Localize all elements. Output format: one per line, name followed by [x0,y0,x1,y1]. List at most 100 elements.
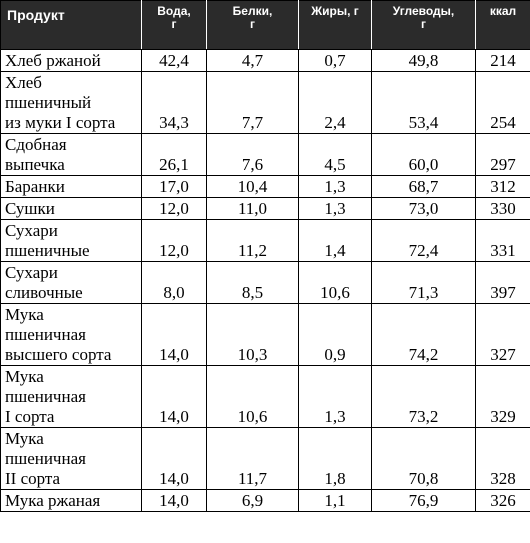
cell-carbs: 70,8 [371,427,476,490]
cell-product: Хлеб ржаной [0,49,142,72]
cell-kcal: 329 [475,365,530,428]
cell-water: 17,0 [141,175,207,198]
cell-water: 14,0 [141,365,207,428]
header-kcal: ккал [475,0,530,50]
cell-carbs: 72,4 [371,219,476,262]
cell-protein: 10,6 [206,365,299,428]
table-row: Мука пшеничная II сорта 14,0 11,7 1,8 70,8 328 [0,427,530,490]
cell-protein: 11,2 [206,219,299,262]
header-water: Вода, г [141,0,207,50]
product-name-line: Хлеб [5,73,42,92]
cell-product: Мука пшеничная высшего сорта [0,303,142,366]
cell-protein: 4,7 [206,49,299,72]
cell-water: 14,0 [141,489,207,512]
header-carbs-unit: г [421,17,426,31]
product-name-line: Мука [5,305,44,324]
cell-protein: 10,4 [206,175,299,198]
cell-carbs: 74,2 [371,303,476,366]
cell-carbs: 76,9 [371,489,476,512]
cell-kcal: 312 [475,175,530,198]
cell-carbs: 60,0 [371,133,476,176]
cell-carbs: 73,0 [371,197,476,220]
cell-fat: 10,6 [298,261,372,304]
cell-kcal: 297 [475,133,530,176]
product-name-line: Мука [5,367,44,386]
cell-product: Мука пшеничная II сорта [0,427,142,490]
cell-water: 34,3 [141,71,207,134]
table-row: Хлеб пшеничный из муки I сорта 34,3 7,7 2,4 53… [0,71,530,134]
cell-water: 12,0 [141,219,207,262]
cell-fat: 1,4 [298,219,372,262]
cell-fat: 1,8 [298,427,372,490]
cell-fat: 1,3 [298,175,372,198]
table-row: Мука ржаная 14,0 6,9 1,1 76,9 326 [0,489,530,512]
cell-kcal: 214 [475,49,530,72]
header-water-unit: г [171,17,177,31]
product-name-line: пшеничные [5,241,90,260]
cell-fat: 1,3 [298,365,372,428]
cell-water: 14,0 [141,427,207,490]
cell-kcal: 328 [475,427,530,490]
cell-product: Сушки [0,197,142,220]
table-row: Сдобная выпечка 26,1 7,6 4,5 60,0 297 [0,133,530,176]
cell-protein: 6,9 [206,489,299,512]
cell-product: Сухари сливочные [0,261,142,304]
product-name-line: пшеничная [5,387,86,406]
table-body: Хлеб ржаной 42,4 4,7 0,7 49,8 214 Хлеб пшеничны… [0,49,530,512]
cell-kcal: 397 [475,261,530,304]
cell-fat: 1,1 [298,489,372,512]
product-name-line: Сушки [5,199,55,218]
cell-fat: 0,7 [298,49,372,72]
product-name-line: пшеничный [5,93,92,112]
cell-carbs: 53,4 [371,71,476,134]
product-name-line: Мука [5,429,44,448]
cell-carbs: 73,2 [371,365,476,428]
product-name-line: высшего сорта [5,345,112,364]
header-row: Продукт Вода, г Белки, г Жиры, г Углеводы,… [0,0,530,50]
cell-fat: 0,9 [298,303,372,366]
cell-protein: 11,7 [206,427,299,490]
cell-product: Хлеб пшеничный из муки I сорта [0,71,142,134]
product-name-line: сливочные [5,283,83,302]
table-row: Мука пшеничная высшего сорта 14,0 10,3 0,9 74,… [0,303,530,366]
cell-fat: 4,5 [298,133,372,176]
nutrition-table: Продукт Вода, г Белки, г Жиры, г Углеводы,… [0,0,530,512]
product-name-line: пшеничная [5,325,86,344]
cell-carbs: 49,8 [371,49,476,72]
product-name-line: Баранки [5,177,65,196]
table-row: Сухари сливочные 8,0 8,5 10,6 71,3 397 [0,261,530,304]
header-protein-unit: г [250,17,255,31]
table-row: Мука пшеничная I сорта 14,0 10,6 1,3 73,2 329 [0,365,530,428]
cell-water: 14,0 [141,303,207,366]
cell-water: 12,0 [141,197,207,220]
header-protein-label: Белки, [232,4,273,18]
product-name-line: пшеничная [5,449,86,468]
cell-product: Сдобная выпечка [0,133,142,176]
table-row: Хлеб ржаной 42,4 4,7 0,7 49,8 214 [0,49,530,72]
cell-protein: 11,0 [206,197,299,220]
table-row: Сушки 12,0 11,0 1,3 73,0 330 [0,197,530,220]
product-name-line: Сдобная [5,135,67,154]
product-name-line: Сухари [5,263,58,282]
cell-protein: 10,3 [206,303,299,366]
cell-water: 26,1 [141,133,207,176]
header-carbs-label: Углеводы, [392,4,455,18]
table-row: Сухари пшеничные 12,0 11,2 1,4 72,4 331 [0,219,530,262]
product-name-line: II сорта [5,469,61,488]
header-product: Продукт [0,0,142,50]
header-fat: Жиры, г [298,0,372,50]
table-row: Баранки 17,0 10,4 1,3 68,7 312 [0,175,530,198]
cell-kcal: 331 [475,219,530,262]
cell-carbs: 71,3 [371,261,476,304]
header-carbs: Углеводы, г [371,0,476,50]
cell-product: Баранки [0,175,142,198]
cell-kcal: 327 [475,303,530,366]
header-protein: Белки, г [206,0,299,50]
product-name-line: Мука ржаная [5,491,101,510]
product-name-line: I сорта [5,407,55,426]
product-name-line: выпечка [5,155,65,174]
cell-water: 42,4 [141,49,207,72]
cell-protein: 7,6 [206,133,299,176]
header-water-label: Вода, [157,4,191,18]
cell-kcal: 254 [475,71,530,134]
